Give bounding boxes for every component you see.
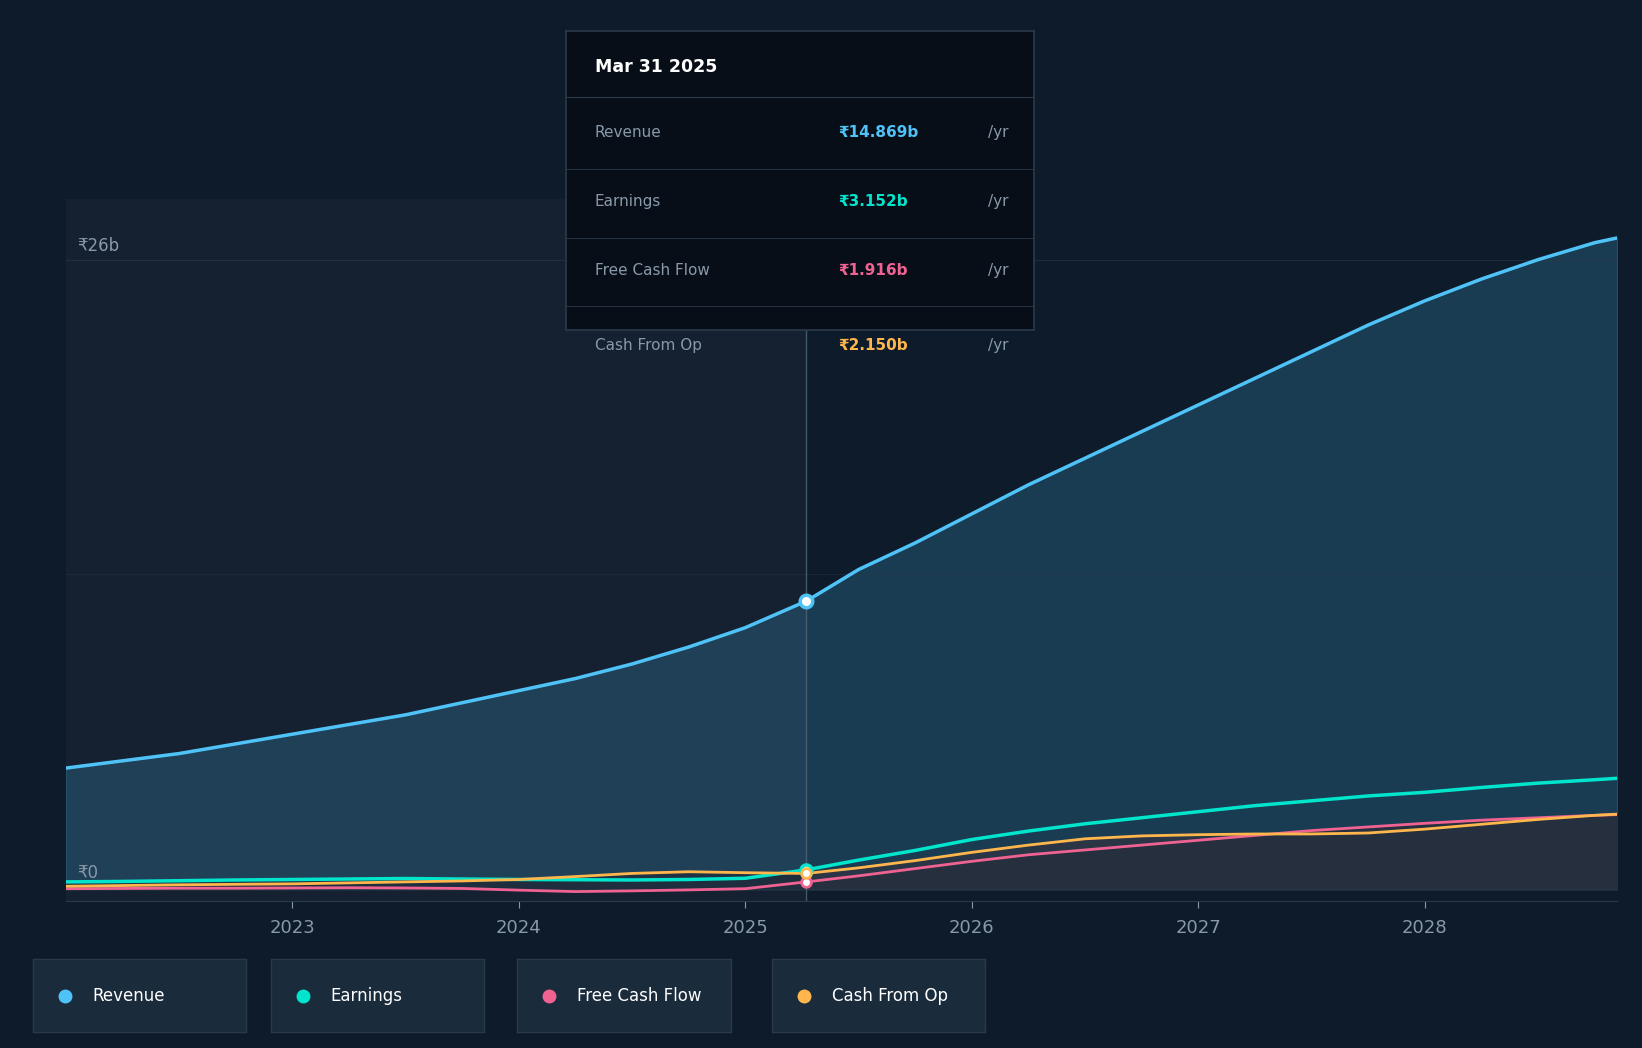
Text: ₹0: ₹0 bbox=[77, 864, 99, 882]
Text: Free Cash Flow: Free Cash Flow bbox=[576, 986, 701, 1005]
Text: ₹3.152b: ₹3.152b bbox=[837, 194, 908, 210]
Text: Earnings: Earnings bbox=[330, 986, 402, 1005]
Text: Cash From Op: Cash From Op bbox=[594, 337, 701, 352]
Text: Past: Past bbox=[755, 156, 798, 175]
Text: ₹14.869b: ₹14.869b bbox=[837, 126, 918, 140]
Text: /yr: /yr bbox=[987, 337, 1008, 352]
Text: ₹26b: ₹26b bbox=[77, 237, 120, 255]
Text: Mar 31 2025: Mar 31 2025 bbox=[594, 59, 718, 77]
Text: /yr: /yr bbox=[987, 194, 1008, 210]
Text: Earnings: Earnings bbox=[594, 194, 662, 210]
Bar bbox=[806, 199, 1617, 901]
Text: Analysts Forecasts: Analysts Forecasts bbox=[814, 156, 982, 175]
Text: ₹1.916b: ₹1.916b bbox=[837, 263, 908, 278]
Text: Revenue: Revenue bbox=[594, 126, 662, 140]
Text: /yr: /yr bbox=[987, 263, 1008, 278]
Text: /yr: /yr bbox=[987, 126, 1008, 140]
Text: Free Cash Flow: Free Cash Flow bbox=[594, 263, 709, 278]
Text: Cash From Op: Cash From Op bbox=[831, 986, 947, 1005]
Text: Revenue: Revenue bbox=[92, 986, 166, 1005]
Bar bbox=[66, 199, 806, 901]
Text: ₹2.150b: ₹2.150b bbox=[837, 337, 908, 352]
